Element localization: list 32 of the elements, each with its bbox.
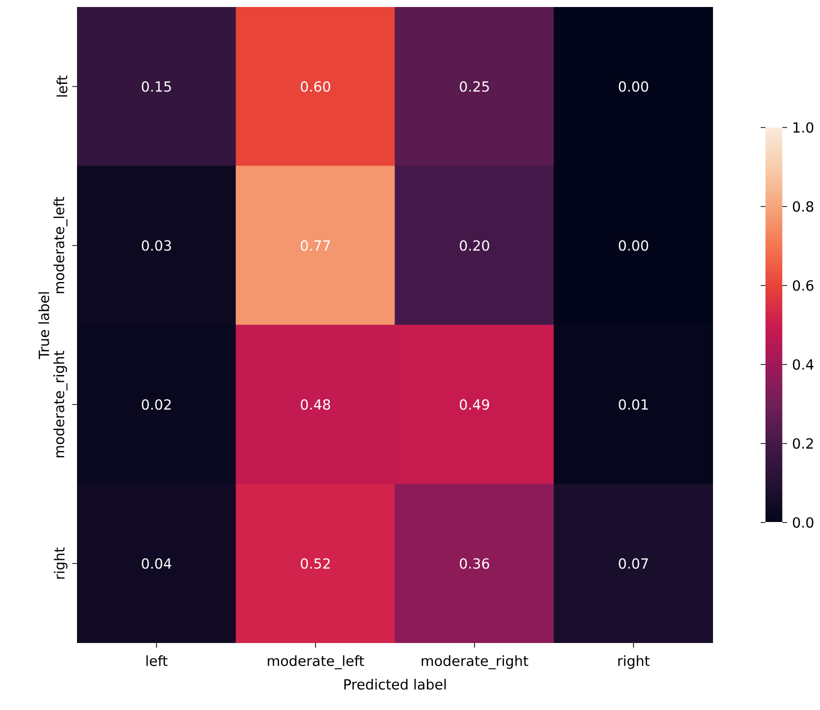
y-tick-label: moderate_left [53, 196, 68, 294]
data-label: 0.60 [300, 81, 330, 92]
data-label: 0.15 [142, 81, 171, 92]
data-label: 0.49 [460, 399, 490, 410]
data-label: 0.00 [618, 81, 648, 92]
x-tick-label: moderate_left [268, 655, 364, 670]
color-bar-label: 0.6 [792, 280, 814, 291]
data-label: 0.48 [300, 399, 330, 410]
data-label: 0.25 [460, 81, 489, 92]
color-bar-label: 1.0 [794, 122, 814, 133]
data-label: 0.04 [142, 558, 172, 569]
x-tick-label: moderate_right [422, 655, 528, 670]
data-label: 0.01 [618, 399, 648, 410]
color-bar-label: 0.8 [792, 201, 814, 212]
y-tick-label: left [56, 76, 68, 97]
data-label: 0.20 [460, 240, 490, 251]
x-tick-label: right [618, 655, 650, 669]
color-bar-label: 0.0 [792, 517, 814, 528]
data-label: 0.77 [300, 240, 330, 251]
color-bar-label: 0.4 [792, 359, 814, 370]
y-tick-label: moderate_right [53, 350, 68, 458]
data-label: 0.00 [618, 240, 648, 251]
data-label: 0.02 [142, 399, 171, 410]
data-label: 0.36 [460, 558, 490, 569]
data-label: 0.07 [618, 558, 648, 569]
y-tick-label: right [54, 547, 68, 579]
data-label: 0.52 [300, 558, 330, 569]
data-label: 0.03 [142, 240, 171, 251]
x-axis-title: Predicted label [344, 678, 446, 690]
color-bar-label: 0.2 [792, 438, 813, 449]
y-axis-title: True label [38, 292, 50, 360]
x-tick-label: left [146, 655, 168, 666]
